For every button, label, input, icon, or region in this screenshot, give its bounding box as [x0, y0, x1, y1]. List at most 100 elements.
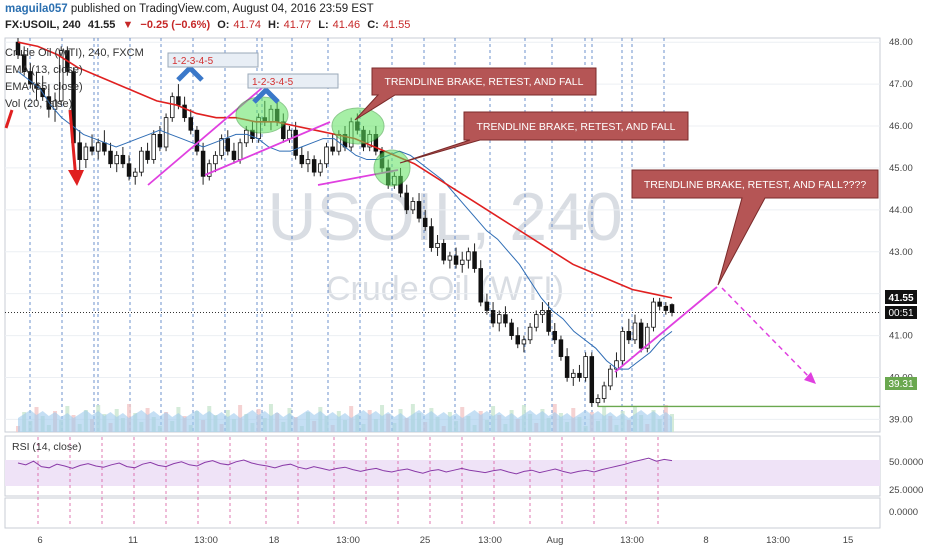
candle-body: [151, 134, 156, 160]
candle-body: [176, 96, 181, 106]
candle-body: [311, 159, 317, 173]
candle-body: [459, 259, 465, 265]
candle: [552, 323, 558, 344]
x-tick-label: 15: [843, 535, 854, 546]
candle: [657, 297, 662, 311]
candle: [207, 159, 212, 181]
candle-body: [108, 150, 113, 165]
lower-pane-tick: 0.0000: [889, 507, 918, 518]
trendline[interactable]: [204, 121, 331, 176]
candle-body: [188, 117, 194, 131]
x-tick-label: 8: [703, 535, 708, 546]
candle: [503, 306, 508, 328]
candle: [28, 63, 33, 89]
callout-3[interactable]: TRENDLINE BRAKE, RETEST, AND FALL????: [631, 169, 879, 286]
low-label: L:: [318, 19, 329, 31]
publish-header: maguila057 published on TradingView.com,…: [5, 3, 374, 15]
candle-body: [509, 322, 514, 336]
candle: [521, 335, 527, 353]
candle-body: [546, 310, 551, 332]
y-tick-label: 46.00: [889, 121, 913, 132]
candle: [478, 260, 483, 307]
wave-label-2[interactable]: 1-2-3-4-5: [247, 73, 339, 89]
candle-body: [126, 163, 132, 177]
candle: [490, 302, 496, 328]
candle: [546, 302, 551, 336]
candle-body: [496, 314, 502, 324]
wave-label-1[interactable]: 1-2-3-4-5: [167, 52, 259, 68]
candle: [632, 314, 638, 344]
candle-body: [287, 129, 292, 139]
candle-body: [589, 356, 595, 404]
candle: [601, 381, 607, 403]
open-value: 41.74: [233, 19, 261, 31]
candle-body: [404, 192, 409, 211]
support-price-tag: 39.31: [885, 377, 917, 390]
candle-body: [83, 146, 89, 160]
trendline[interactable]: [614, 286, 718, 373]
retest-highlight[interactable]: [373, 149, 411, 187]
candle-body: [410, 201, 416, 211]
countdown-tag-text: 00:51: [888, 308, 913, 319]
close-label: C:: [367, 19, 379, 31]
candle: [441, 239, 446, 265]
volume-ma-area: [18, 410, 672, 432]
candle: [330, 134, 335, 156]
candle-body: [515, 335, 521, 345]
candle: [194, 126, 200, 156]
candle-body: [58, 50, 64, 102]
candle-body: [441, 242, 446, 261]
candle-body: [564, 356, 570, 378]
callout-1[interactable]: TRENDLINE BRAKE, RETEST, AND FALL: [354, 67, 597, 121]
projection-arrow[interactable]: [721, 287, 813, 381]
candle-body: [484, 301, 490, 311]
author-link[interactable]: maguila057: [5, 3, 68, 15]
candle: [620, 327, 625, 365]
candle: [151, 130, 156, 164]
candle: [200, 142, 206, 185]
candle-body: [318, 163, 323, 173]
candle: [231, 142, 237, 164]
candle-body: [663, 305, 669, 311]
rsi-label: RSI (14, close): [12, 441, 81, 453]
candle-body: [503, 314, 508, 324]
candle-body: [626, 331, 632, 341]
candle: [638, 318, 644, 353]
candle: [453, 247, 459, 269]
x-tick-label: 13:00: [766, 535, 790, 546]
high-label: H:: [268, 19, 280, 31]
candle-body: [102, 142, 107, 152]
candle: [293, 121, 298, 160]
candle-body: [577, 372, 582, 378]
candle-body: [139, 150, 144, 173]
y-tick-label: 44.00: [889, 205, 913, 216]
candle: [52, 92, 58, 122]
last-price: 41.55: [87, 19, 116, 31]
candle: [571, 369, 576, 386]
candle: [139, 146, 144, 177]
candle: [459, 251, 465, 273]
candle-body: [237, 142, 243, 160]
retest-highlight[interactable]: [235, 96, 289, 134]
countdown-tag: 00:51: [885, 306, 917, 319]
candle-body: [231, 150, 237, 160]
rsi-line: [17, 457, 673, 475]
lower-pane: [4, 497, 881, 529]
candle: [188, 109, 194, 135]
candle-body: [472, 251, 477, 269]
price-change: −0.25 (−0.6%): [140, 19, 211, 31]
candle: [108, 142, 113, 168]
candle-body: [95, 142, 101, 152]
candle: [225, 130, 231, 156]
candle: [410, 197, 416, 215]
retest-highlight[interactable]: [331, 107, 385, 145]
candle-body: [299, 154, 305, 165]
y-tick-label: 41.00: [889, 331, 913, 342]
rsi-tick-25: 25.0000: [889, 485, 923, 496]
candle-body: [645, 326, 650, 349]
y-tick-label: 47.00: [889, 79, 913, 90]
candle-body: [466, 251, 471, 261]
candle-body: [453, 255, 459, 265]
callout-2[interactable]: TRENDLINE BRAKE, RETEST, AND FALL: [399, 111, 689, 164]
